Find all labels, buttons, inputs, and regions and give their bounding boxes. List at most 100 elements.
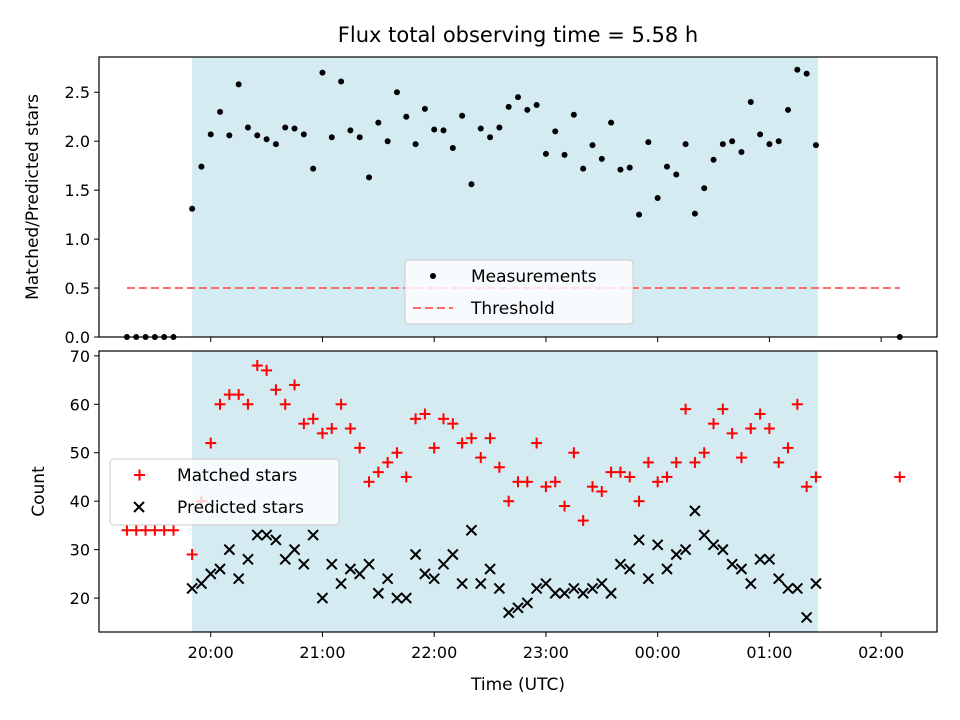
measurement-point — [524, 106, 531, 113]
matched-star-marker — [307, 413, 319, 425]
predicted-star-marker — [763, 553, 776, 566]
measurement-point — [272, 141, 279, 148]
matched-star-marker — [791, 398, 803, 410]
predicted-star-marker — [735, 563, 748, 575]
measurement-point — [328, 134, 335, 141]
matched-star-marker — [121, 524, 133, 536]
measurement-point — [282, 124, 289, 131]
measurement-point — [393, 89, 400, 96]
measurement-point — [505, 103, 512, 110]
matched-star-marker — [503, 495, 515, 507]
matched-star-marker — [400, 471, 412, 483]
chart-title: Flux total observing time = 5.58 h — [338, 23, 698, 47]
matched-star-marker — [521, 476, 533, 488]
predicted-star-marker — [558, 587, 571, 599]
axes-frame — [98, 56, 938, 338]
matched-star-marker — [726, 427, 738, 439]
predicted-star-marker — [232, 572, 245, 585]
measurement-point — [673, 171, 680, 178]
predicted-star-marker — [195, 577, 208, 590]
measurement-point — [561, 151, 568, 158]
matched-star-marker — [698, 447, 710, 459]
x-tick-label: 21:00 — [299, 643, 345, 662]
measurement-point — [468, 181, 475, 188]
matched-star-marker — [577, 515, 589, 527]
x-tick-label: 22:00 — [411, 643, 457, 662]
matched-star-marker — [149, 524, 161, 536]
matched-star-marker — [773, 456, 785, 468]
measurement-point — [645, 139, 652, 146]
axes-frame — [98, 350, 938, 633]
measurement-point — [812, 142, 819, 149]
matched-star-marker — [391, 447, 403, 459]
predicted-star-marker — [549, 587, 561, 599]
matched-star-marker — [689, 456, 701, 468]
predicted-star-marker — [270, 534, 282, 546]
predicted-star-marker — [717, 543, 729, 556]
matched-star-marker — [279, 398, 291, 410]
legend-label: Threshold — [470, 299, 555, 319]
matched-star-marker — [223, 389, 235, 401]
x-tick-label: 01:00 — [746, 643, 792, 662]
matched-star-marker — [344, 423, 356, 435]
predicted-star-marker — [354, 568, 366, 580]
matched-star-marker — [652, 476, 664, 488]
measurement-point — [785, 106, 792, 113]
matched-star-marker — [447, 418, 459, 430]
matched-star-marker — [261, 364, 273, 376]
count-panel: 20:00 21:00 22:00 23:00 00:00 01:00 02:00 20 30 4… — [29, 347, 938, 662]
matched-star-marker — [214, 398, 226, 410]
measurement-point — [319, 69, 326, 76]
predicted-star-marker — [205, 568, 217, 580]
measurement-point — [226, 132, 233, 139]
measurement-point — [589, 142, 596, 149]
matched-star-marker — [158, 524, 170, 536]
measurement-point — [766, 141, 773, 148]
measurement-point — [254, 132, 261, 139]
predicted-star-marker — [577, 587, 589, 599]
predicted-star-marker — [316, 592, 329, 604]
matched-star-marker — [680, 403, 692, 415]
matched-star-marker — [708, 418, 720, 430]
matched-star-marker — [735, 452, 747, 464]
x-tick-label: 00:00 — [635, 643, 681, 662]
measurement-point — [691, 210, 698, 217]
matched-star-marker — [512, 476, 524, 488]
predicted-star-marker — [409, 548, 422, 561]
legend-box — [109, 458, 340, 526]
predicted-star-marker — [437, 558, 450, 570]
predicted-star-marker — [493, 582, 506, 595]
matched-star-marker — [140, 524, 152, 536]
predicted-star-marker — [642, 572, 655, 585]
measurement-point — [542, 150, 549, 157]
measurement-point — [217, 108, 224, 115]
matched-star-marker — [242, 398, 254, 410]
measurement-point — [189, 205, 196, 212]
measurement-point — [440, 127, 447, 134]
predicted-star-marker — [624, 563, 636, 575]
matched-star-marker — [586, 481, 598, 493]
y-tick-label: 0.5 — [65, 279, 90, 298]
matched-star-marker — [754, 408, 766, 420]
predicted-star-marker — [679, 543, 692, 556]
matched-star-marker — [251, 360, 263, 372]
measurement-point — [421, 105, 428, 112]
measurement-point — [496, 124, 503, 131]
y-axis-label: Count — [29, 466, 49, 517]
predicted-star-marker — [363, 558, 375, 570]
predicted-star-marker — [223, 543, 236, 556]
matched-star-marker — [801, 481, 813, 493]
matched-star-marker — [326, 423, 338, 435]
measurement-point — [198, 163, 205, 170]
matched-star-marker — [465, 432, 477, 444]
matched-star-marker — [438, 413, 450, 425]
measurement-point — [449, 145, 456, 152]
matched-star-marker — [540, 481, 552, 493]
matched-star-marker — [167, 524, 179, 536]
matched-star-marker — [419, 408, 431, 420]
matched-star-marker — [810, 471, 822, 483]
predicted-star-marker — [800, 611, 813, 624]
predicted-star-marker — [586, 582, 599, 595]
predicted-star-marker — [605, 587, 617, 599]
predicted-star-marker — [568, 582, 580, 595]
